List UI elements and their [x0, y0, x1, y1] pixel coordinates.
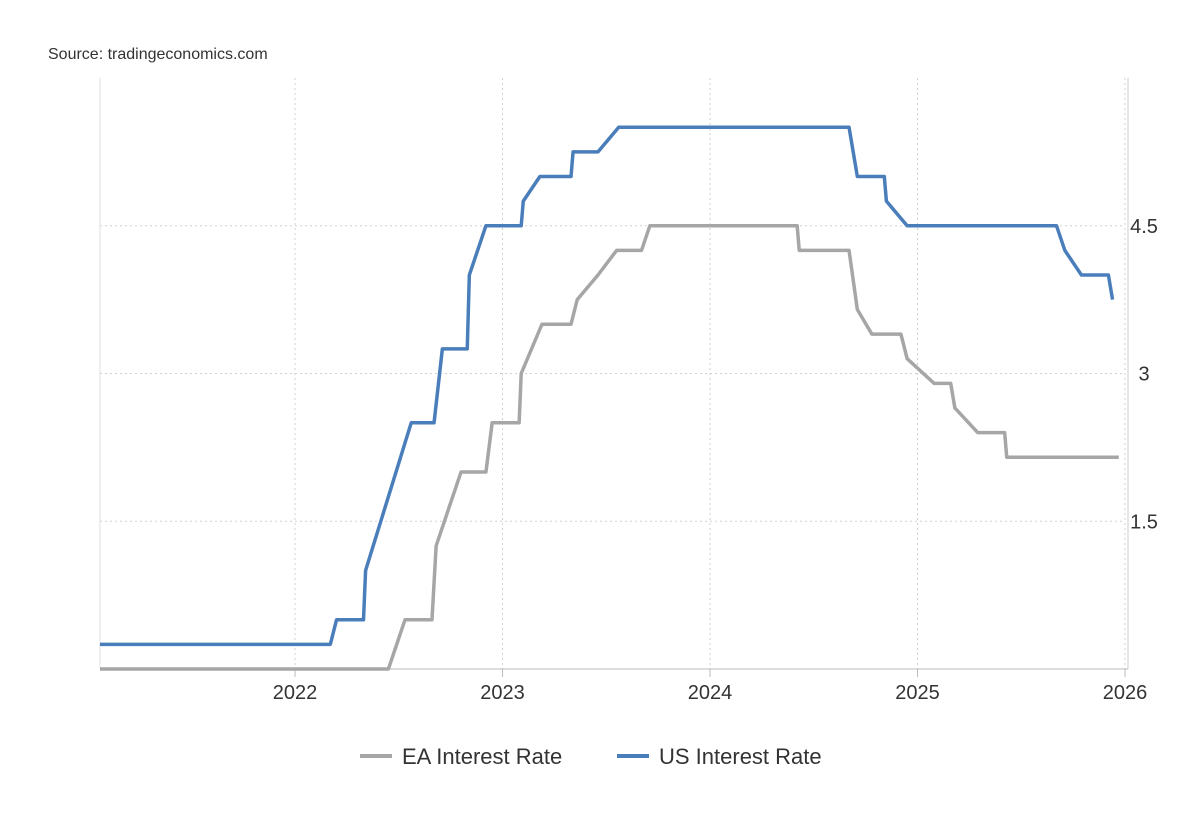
x-tick-label: 2023: [480, 682, 525, 704]
legend-label: US Interest Rate: [659, 744, 822, 769]
y-tick-label: 4.5: [1130, 216, 1158, 238]
x-tick-label: 2022: [273, 682, 318, 704]
series-line: [100, 224, 1119, 671]
x-tick-label: 2024: [688, 682, 733, 704]
series-line: [100, 125, 1115, 647]
source: Source: tradingeconomics.com: [48, 46, 268, 63]
y-tick-label: 3: [1138, 364, 1149, 386]
x-tick-label: 2025: [895, 682, 940, 704]
y-tick-label: 1.5: [1130, 511, 1158, 533]
legend-label: EA Interest Rate: [402, 744, 562, 769]
x-tick-label: 2026: [1103, 682, 1148, 704]
